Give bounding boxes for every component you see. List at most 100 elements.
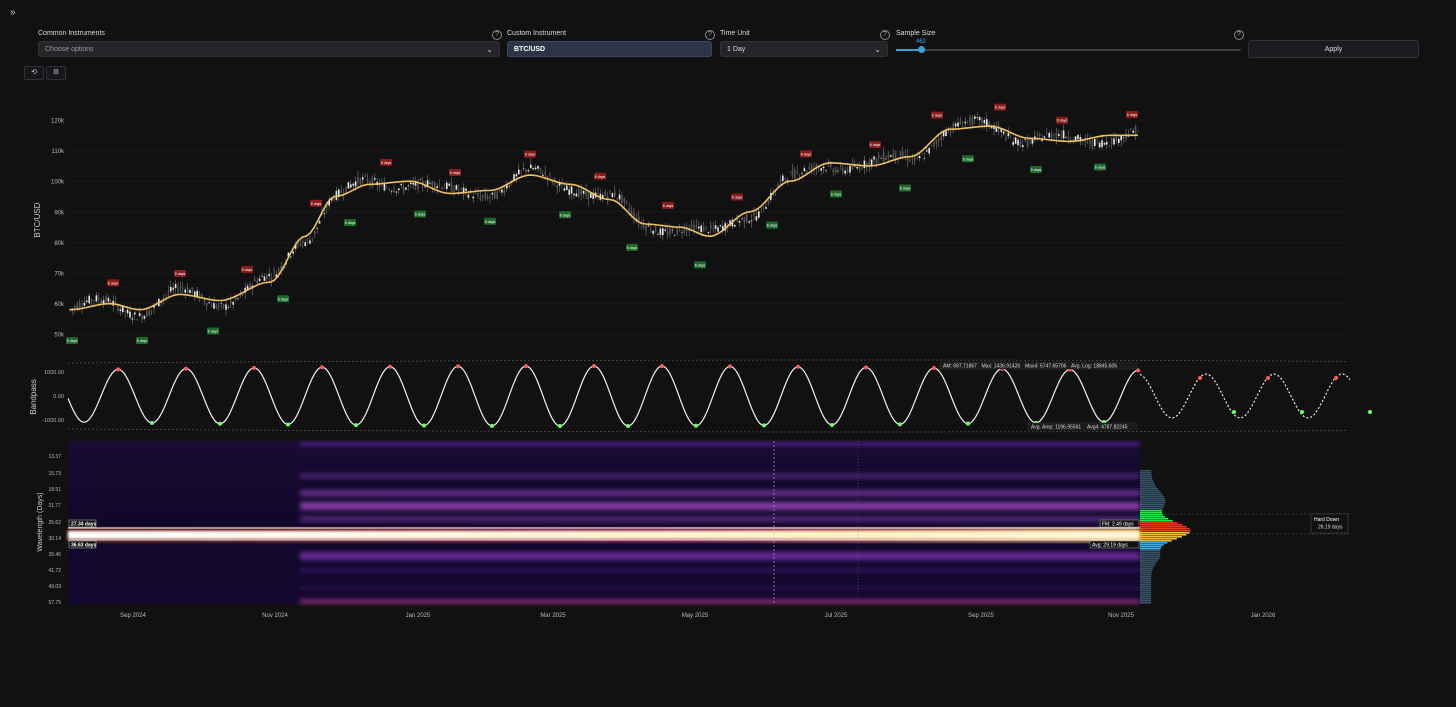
trough-cycle-badge — [414, 210, 426, 218]
price-candle — [1108, 145, 1110, 147]
price-candle — [1098, 142, 1101, 148]
peak-cycle-badge-label: 6 days — [311, 202, 322, 206]
price-candle — [875, 158, 878, 164]
price-candle — [986, 119, 988, 127]
price-candle — [208, 302, 210, 304]
help-icon[interactable]: ? — [705, 30, 715, 40]
price-candle — [203, 299, 206, 302]
peak-cycle-badge — [107, 279, 119, 287]
price-candle — [1106, 141, 1108, 145]
histogram-bar — [1140, 532, 1190, 534]
spectrum-tick-label: 49.09 — [48, 584, 61, 590]
apply-button[interactable]: Apply — [1248, 40, 1419, 58]
histogram-bar — [1140, 586, 1152, 588]
reset-zoom-icon[interactable]: ⟲ — [24, 66, 44, 80]
help-icon[interactable]: ? — [1234, 30, 1244, 40]
price-candle — [110, 304, 112, 305]
price-candle — [352, 183, 354, 186]
price-candle — [890, 155, 892, 157]
price-candle — [614, 191, 616, 197]
bandpass-trough-marker — [762, 423, 766, 428]
price-candle — [366, 178, 369, 182]
price-candle — [568, 189, 570, 195]
price-candle — [753, 213, 755, 216]
price-candle — [734, 224, 736, 227]
price-candle — [335, 190, 338, 200]
trough-cycle-badge-label: 6 days — [485, 220, 496, 224]
price-candle — [671, 229, 674, 231]
histogram-bar — [1140, 600, 1152, 602]
price-candle — [402, 186, 405, 192]
price-candle — [196, 290, 198, 297]
price-candle — [794, 169, 796, 179]
trough-cycle-badge-label: 6 days — [627, 246, 638, 250]
price-candle — [698, 226, 700, 229]
sample-size-slider-handle[interactable] — [918, 46, 925, 53]
peak-cycle-badge-label: 6 days — [932, 114, 943, 118]
price-candle — [280, 266, 282, 271]
bandpass-tick-label: -1000.00 — [42, 418, 64, 424]
price-candle — [714, 225, 717, 229]
peak-cycle-badge-label: 6 days — [1057, 119, 1068, 123]
help-icon[interactable]: ? — [880, 30, 890, 40]
price-candle — [78, 302, 81, 308]
price-candle — [1038, 133, 1041, 137]
price-candle — [702, 226, 705, 232]
help-icon[interactable]: ? — [492, 30, 502, 40]
histogram-bar — [1140, 518, 1169, 520]
price-candle — [777, 183, 779, 187]
price-candle — [856, 167, 858, 169]
histogram-bar — [1140, 508, 1163, 510]
custom-instrument-input[interactable]: BTC/USD — [507, 41, 712, 57]
trough-cycle-badge-label: 6 days — [67, 339, 78, 343]
price-candle — [916, 155, 918, 157]
price-candle — [657, 234, 659, 235]
price-candle — [237, 298, 239, 299]
price-candle — [930, 144, 933, 146]
spectrum-tick-label: 18.51 — [48, 487, 61, 493]
price-candle — [393, 189, 395, 193]
price-candle — [314, 230, 316, 235]
price-candle — [1127, 136, 1130, 137]
price-candle — [333, 197, 335, 201]
price-candle — [609, 190, 611, 192]
hard-down-title: Hard Down — [1314, 517, 1339, 523]
price-candle — [575, 193, 578, 197]
histogram-bar — [1140, 496, 1165, 498]
bandpass-peak-marker — [864, 365, 868, 370]
price-candle — [88, 295, 90, 304]
settings-icon[interactable]: ⚙ — [46, 66, 66, 80]
peak-cycle-badge — [380, 158, 392, 166]
price-candle — [83, 302, 86, 306]
common-instruments-select[interactable]: Choose options ⌄ — [38, 41, 500, 57]
price-candle — [611, 193, 614, 198]
peak-cycle-badge-label: 6 days — [175, 272, 186, 276]
common-instruments-label: Common Instruments — [38, 30, 105, 37]
price-candle — [1048, 132, 1050, 138]
x-axis-tick-label: Nov 2025 — [1108, 613, 1134, 619]
price-candle — [304, 242, 306, 246]
trough-cycle-badge — [694, 261, 706, 269]
price-candle — [218, 304, 220, 307]
sidebar-toggle-icon[interactable]: » — [10, 7, 16, 18]
sample-size-slider-track[interactable] — [896, 49, 1241, 51]
sample-size-value: 462 — [916, 39, 927, 45]
price-candle — [182, 287, 184, 289]
histogram-bar — [1140, 510, 1163, 512]
spectrum-band — [300, 443, 1140, 445]
price-candle — [1022, 145, 1024, 148]
histogram-bar — [1140, 516, 1166, 518]
bandpass-trough-marker — [830, 422, 834, 427]
price-candle — [522, 168, 525, 170]
price-candle — [518, 169, 520, 175]
trough-cycle-badge — [766, 221, 778, 229]
price-candle — [498, 188, 501, 191]
price-candle — [186, 287, 189, 293]
marker-top-box — [68, 519, 97, 528]
time-unit-select[interactable]: 1 Day ⌄ — [720, 41, 888, 57]
price-candle — [254, 279, 256, 282]
bandpass-peak-marker — [796, 364, 800, 369]
price-candle — [90, 299, 93, 302]
price-candle — [743, 216, 746, 223]
price-candle — [707, 232, 710, 234]
